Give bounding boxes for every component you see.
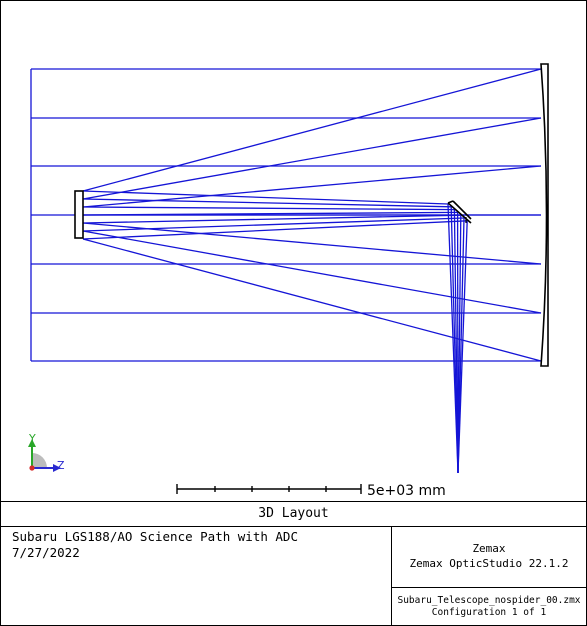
info-left: Subaru LGS188/AO Science Path with ADC 7… (1, 527, 392, 625)
company-name: Zemax (472, 542, 506, 555)
primary-reflected-ray (82, 238, 542, 362)
ray-bundle (30, 68, 542, 474)
axis-y-label: Y (28, 432, 36, 445)
secondary-reflected-ray (82, 211, 458, 216)
secondary-reflected-ray (82, 206, 455, 211)
secondary-reflected-ray (82, 217, 465, 232)
primary-reflected-ray (82, 222, 542, 265)
system-title: Subaru LGS188/AO Science Path with ADC (12, 529, 298, 544)
focused-ray (457, 220, 468, 474)
axis-indicator: Y Z (28, 432, 65, 472)
primary-reflected-ray (82, 68, 542, 192)
secondary-reflected-ray (82, 198, 452, 208)
secondary-reflected-ray (82, 220, 468, 240)
secondary-reflected-ray (82, 190, 449, 205)
software-version: Zemax OpticStudio 22.1.2 (409, 557, 569, 570)
secondary-reflected-ray (82, 214, 461, 224)
info-file-box: Subaru_Telescope_nospider_00.zmx Configu… (392, 588, 586, 625)
tertiary-mirror (447, 200, 472, 224)
scale-bar: 5e+03 mm (176, 483, 446, 499)
info-block: Subaru LGS188/AO Science Path with ADC 7… (1, 527, 586, 625)
configuration-label: Configuration 1 of 1 (431, 607, 547, 618)
layout-title: 3D Layout (1, 501, 586, 527)
system-date: 7/27/2022 (12, 545, 80, 560)
primary-reflected-ray (82, 117, 542, 200)
file-name: Subaru_Telescope_nospider_00.zmx (397, 595, 581, 606)
primary-reflected-ray (82, 165, 542, 208)
secondary-mirror (74, 190, 84, 239)
axis-z-label: Z (57, 459, 65, 472)
info-company-box: Zemax Zemax OpticStudio 22.1.2 (392, 527, 586, 588)
primary-mirror (540, 63, 549, 367)
scale-bar-label: 5e+03 mm (367, 483, 446, 499)
optical-layout-diagram: 5e+03 mm Y Z (28, 63, 549, 499)
